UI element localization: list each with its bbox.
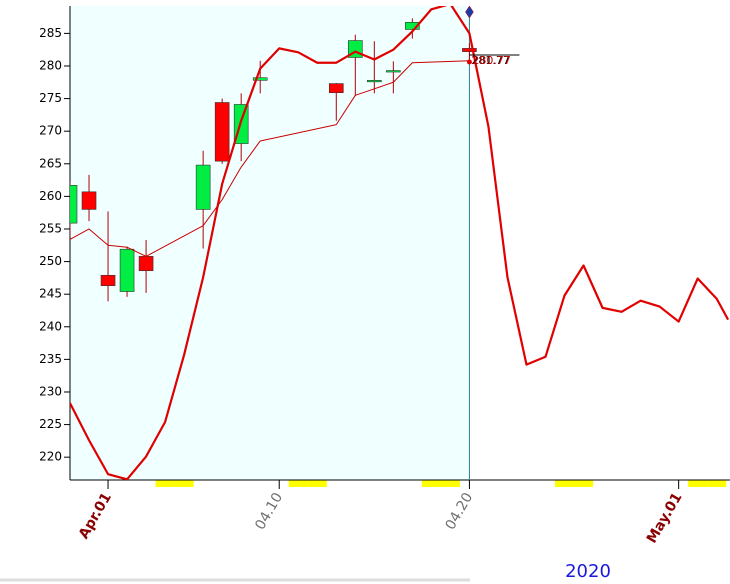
y-tick-label: 235	[39, 352, 62, 366]
candle-body	[138, 256, 154, 272]
y-tick-label: 275	[39, 91, 62, 105]
weekend-highlight	[574, 480, 594, 487]
weekend-highlight	[440, 480, 460, 487]
y-tick-label: 260	[39, 189, 62, 203]
y-tick-label: 225	[39, 417, 62, 431]
y-tick-label: 280	[39, 58, 62, 72]
candle-body	[100, 274, 116, 287]
y-tick-label: 230	[39, 384, 62, 398]
weekend-highlight	[174, 480, 194, 487]
annotation: 281.77	[471, 54, 510, 67]
candle-body	[462, 48, 477, 52]
y-tick-label: 245	[39, 287, 62, 301]
y-tick-label: 220	[39, 450, 62, 464]
line-series	[70, 6, 730, 480]
candle-body	[367, 80, 382, 83]
weekend-highlight	[307, 480, 327, 487]
candle-body	[328, 83, 344, 94]
weekend-highlight	[421, 480, 441, 487]
candle-body	[405, 21, 420, 30]
year-label: 2020	[565, 561, 611, 582]
annotation: 280.77	[472, 54, 511, 67]
weekend-highlight	[155, 480, 175, 487]
candle-body	[119, 248, 135, 292]
current-marker	[465, 5, 474, 19]
candle-body	[81, 191, 97, 210]
candle-body	[214, 102, 230, 162]
weekend-highlight	[688, 480, 708, 487]
candle-body	[386, 70, 401, 73]
y-tick-label: 270	[39, 124, 62, 138]
y-tick-label: 265	[39, 156, 62, 170]
y-tick-label: 285	[39, 26, 62, 40]
y-tick-label: 255	[39, 221, 62, 235]
y-tick-label: 240	[39, 319, 62, 333]
history-shade	[70, 6, 470, 480]
candle-body	[252, 77, 268, 81]
weekend-highlight	[707, 480, 727, 487]
candle-body	[195, 164, 211, 210]
y-tick-label: 250	[39, 254, 62, 268]
line-series	[70, 60, 470, 257]
weekend-highlight	[288, 480, 308, 487]
plot-area	[70, 6, 730, 480]
candle-body	[70, 184, 78, 224]
weekend-highlight	[555, 480, 575, 487]
annotation-dot	[466, 59, 472, 65]
